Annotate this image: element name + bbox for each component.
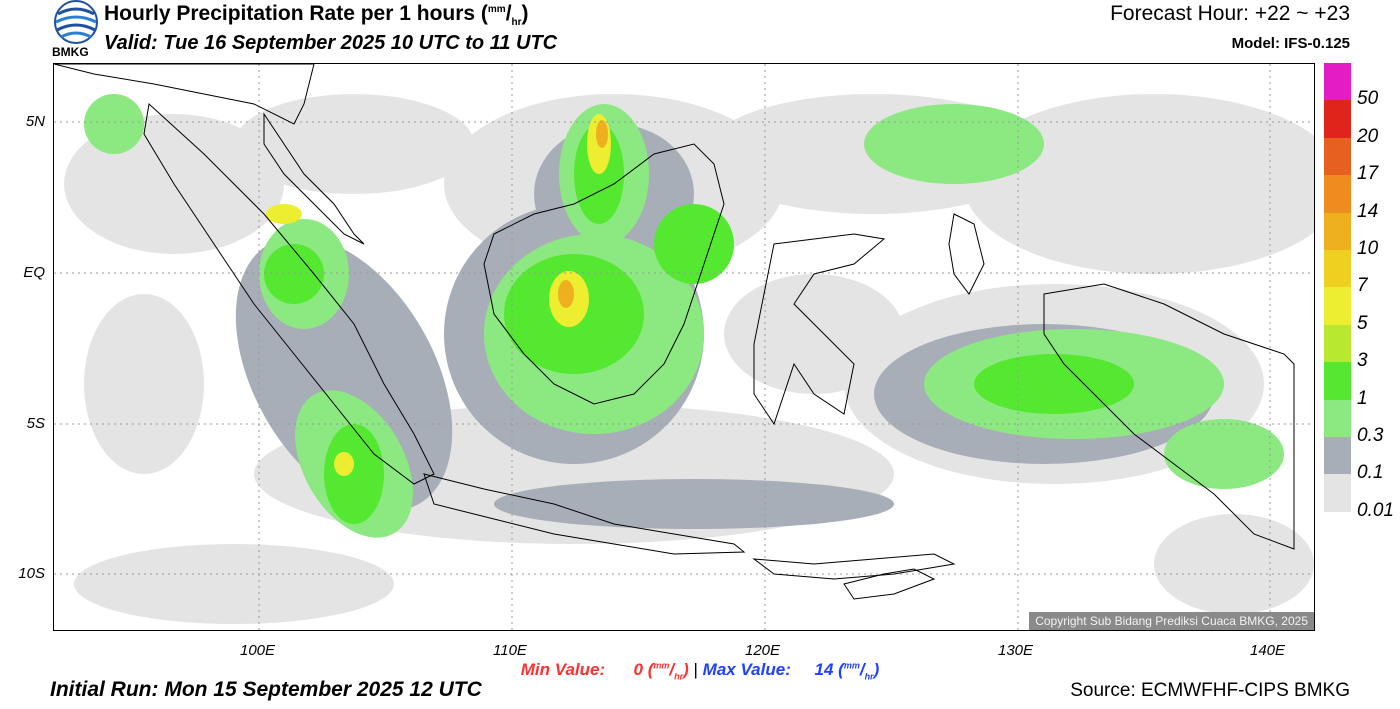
grid-lines	[54, 64, 1314, 630]
max-label: Max Value:	[702, 660, 791, 679]
java-coast	[423, 473, 746, 555]
title-main: Hourly Precipitation Rate per 1 hours (	[104, 2, 488, 25]
lon-label-110e: 110E	[493, 642, 527, 659]
valid-time: Valid: Tue 16 September 2025 10 UTC to 1…	[104, 32, 558, 54]
colorbar-segment	[1324, 212, 1351, 250]
title-unit-num: mm	[487, 4, 506, 15]
min-label: Min Value:	[520, 660, 606, 679]
lat-label-5s: 5S	[26, 415, 45, 432]
logo-text: BMKG	[52, 45, 89, 59]
colorbar-label: 50	[1357, 88, 1379, 110]
map-canvas	[54, 64, 1314, 630]
halmahera-coast	[948, 213, 985, 295]
model-name: Model: IFS-0.125	[1231, 35, 1350, 52]
nusa-tenggara-coast	[752, 553, 956, 580]
colorbar-segment	[1324, 436, 1351, 475]
title-unit-sep: /	[505, 2, 512, 25]
title-unit-den: hr	[511, 17, 522, 29]
borneo-coast	[483, 143, 725, 405]
colorbar-segment	[1324, 287, 1351, 325]
initial-run: Initial Run: Mon 15 September 2025 12 UT…	[50, 678, 482, 701]
colorbar-segment	[1324, 362, 1351, 400]
colorbar-segment	[1324, 249, 1351, 288]
colorbar-segment	[1324, 324, 1351, 363]
lon-label-140e: 140E	[1250, 642, 1286, 659]
lat-label-5n: 5N	[25, 113, 45, 130]
copyright-note: Copyright Sub Bidang Prediksi Cuaca BMKG…	[1029, 612, 1314, 630]
colorbar-label: 10	[1357, 238, 1379, 259]
malay-peninsula	[263, 112, 365, 245]
colorbar	[1324, 63, 1351, 512]
forecast-hour: Forecast Hour: +22 ~ +23	[1110, 2, 1350, 25]
bmkg-logo-emblem	[54, 0, 98, 44]
colorbar-label: 17	[1357, 163, 1379, 185]
lon-label-100e: 100E	[240, 642, 276, 659]
precipitation-map	[53, 63, 1315, 631]
colorbar-label: 0.1	[1357, 462, 1384, 484]
coastlines	[54, 64, 1295, 600]
colorbar-segment	[1324, 175, 1351, 213]
colorbar-label: 3	[1357, 350, 1368, 372]
min-unit-den: hr	[674, 671, 684, 682]
colorbar-label: 14	[1357, 200, 1379, 222]
sulawesi-coast	[753, 233, 886, 426]
colorbar-segment	[1324, 137, 1351, 176]
data-source: Source: ECMWFHF-CIPS BMKG	[1070, 680, 1350, 701]
colorbar-segment	[1324, 474, 1351, 512]
min-unit-num: mm	[653, 660, 670, 671]
max-unit-den: hr	[864, 671, 874, 682]
papua-coast	[1043, 283, 1295, 550]
stats-separator: |	[693, 660, 698, 679]
colorbar-segment	[1324, 399, 1351, 437]
colorbar-label: 5	[1357, 312, 1368, 334]
colorbar-label: 1	[1357, 387, 1368, 409]
min-max-values: Min Value: 0 (mm/hr) | Max Value: 14 (mm…	[520, 660, 880, 682]
lon-label-130e: 130E	[998, 642, 1034, 659]
colorbar-label: 0.3	[1357, 425, 1384, 446]
colorbar-segment	[1324, 63, 1351, 101]
intense-rain-areas	[558, 120, 608, 308]
timor-coast	[843, 568, 936, 600]
max-value: 14	[814, 660, 834, 679]
sumatra-coast	[143, 103, 435, 485]
max-unit-num: mm	[843, 660, 860, 671]
lat-label-10s: 10S	[18, 565, 45, 582]
colorbar-label: 7	[1357, 275, 1368, 297]
colorbar-label: 20	[1357, 125, 1379, 147]
mainland-asia	[54, 64, 315, 125]
bmkg-logo: BMKG	[50, 0, 102, 60]
chart-title: Hourly Precipitation Rate per 1 hours (m…	[104, 2, 529, 28]
colorbar-label: 0.01	[1357, 499, 1394, 521]
colorbar-segment	[1324, 100, 1351, 138]
lon-label-120e: 120E	[745, 642, 781, 659]
lat-label-eq: EQ	[23, 264, 45, 281]
title-close: )	[521, 2, 529, 25]
min-value: 0	[633, 660, 643, 679]
